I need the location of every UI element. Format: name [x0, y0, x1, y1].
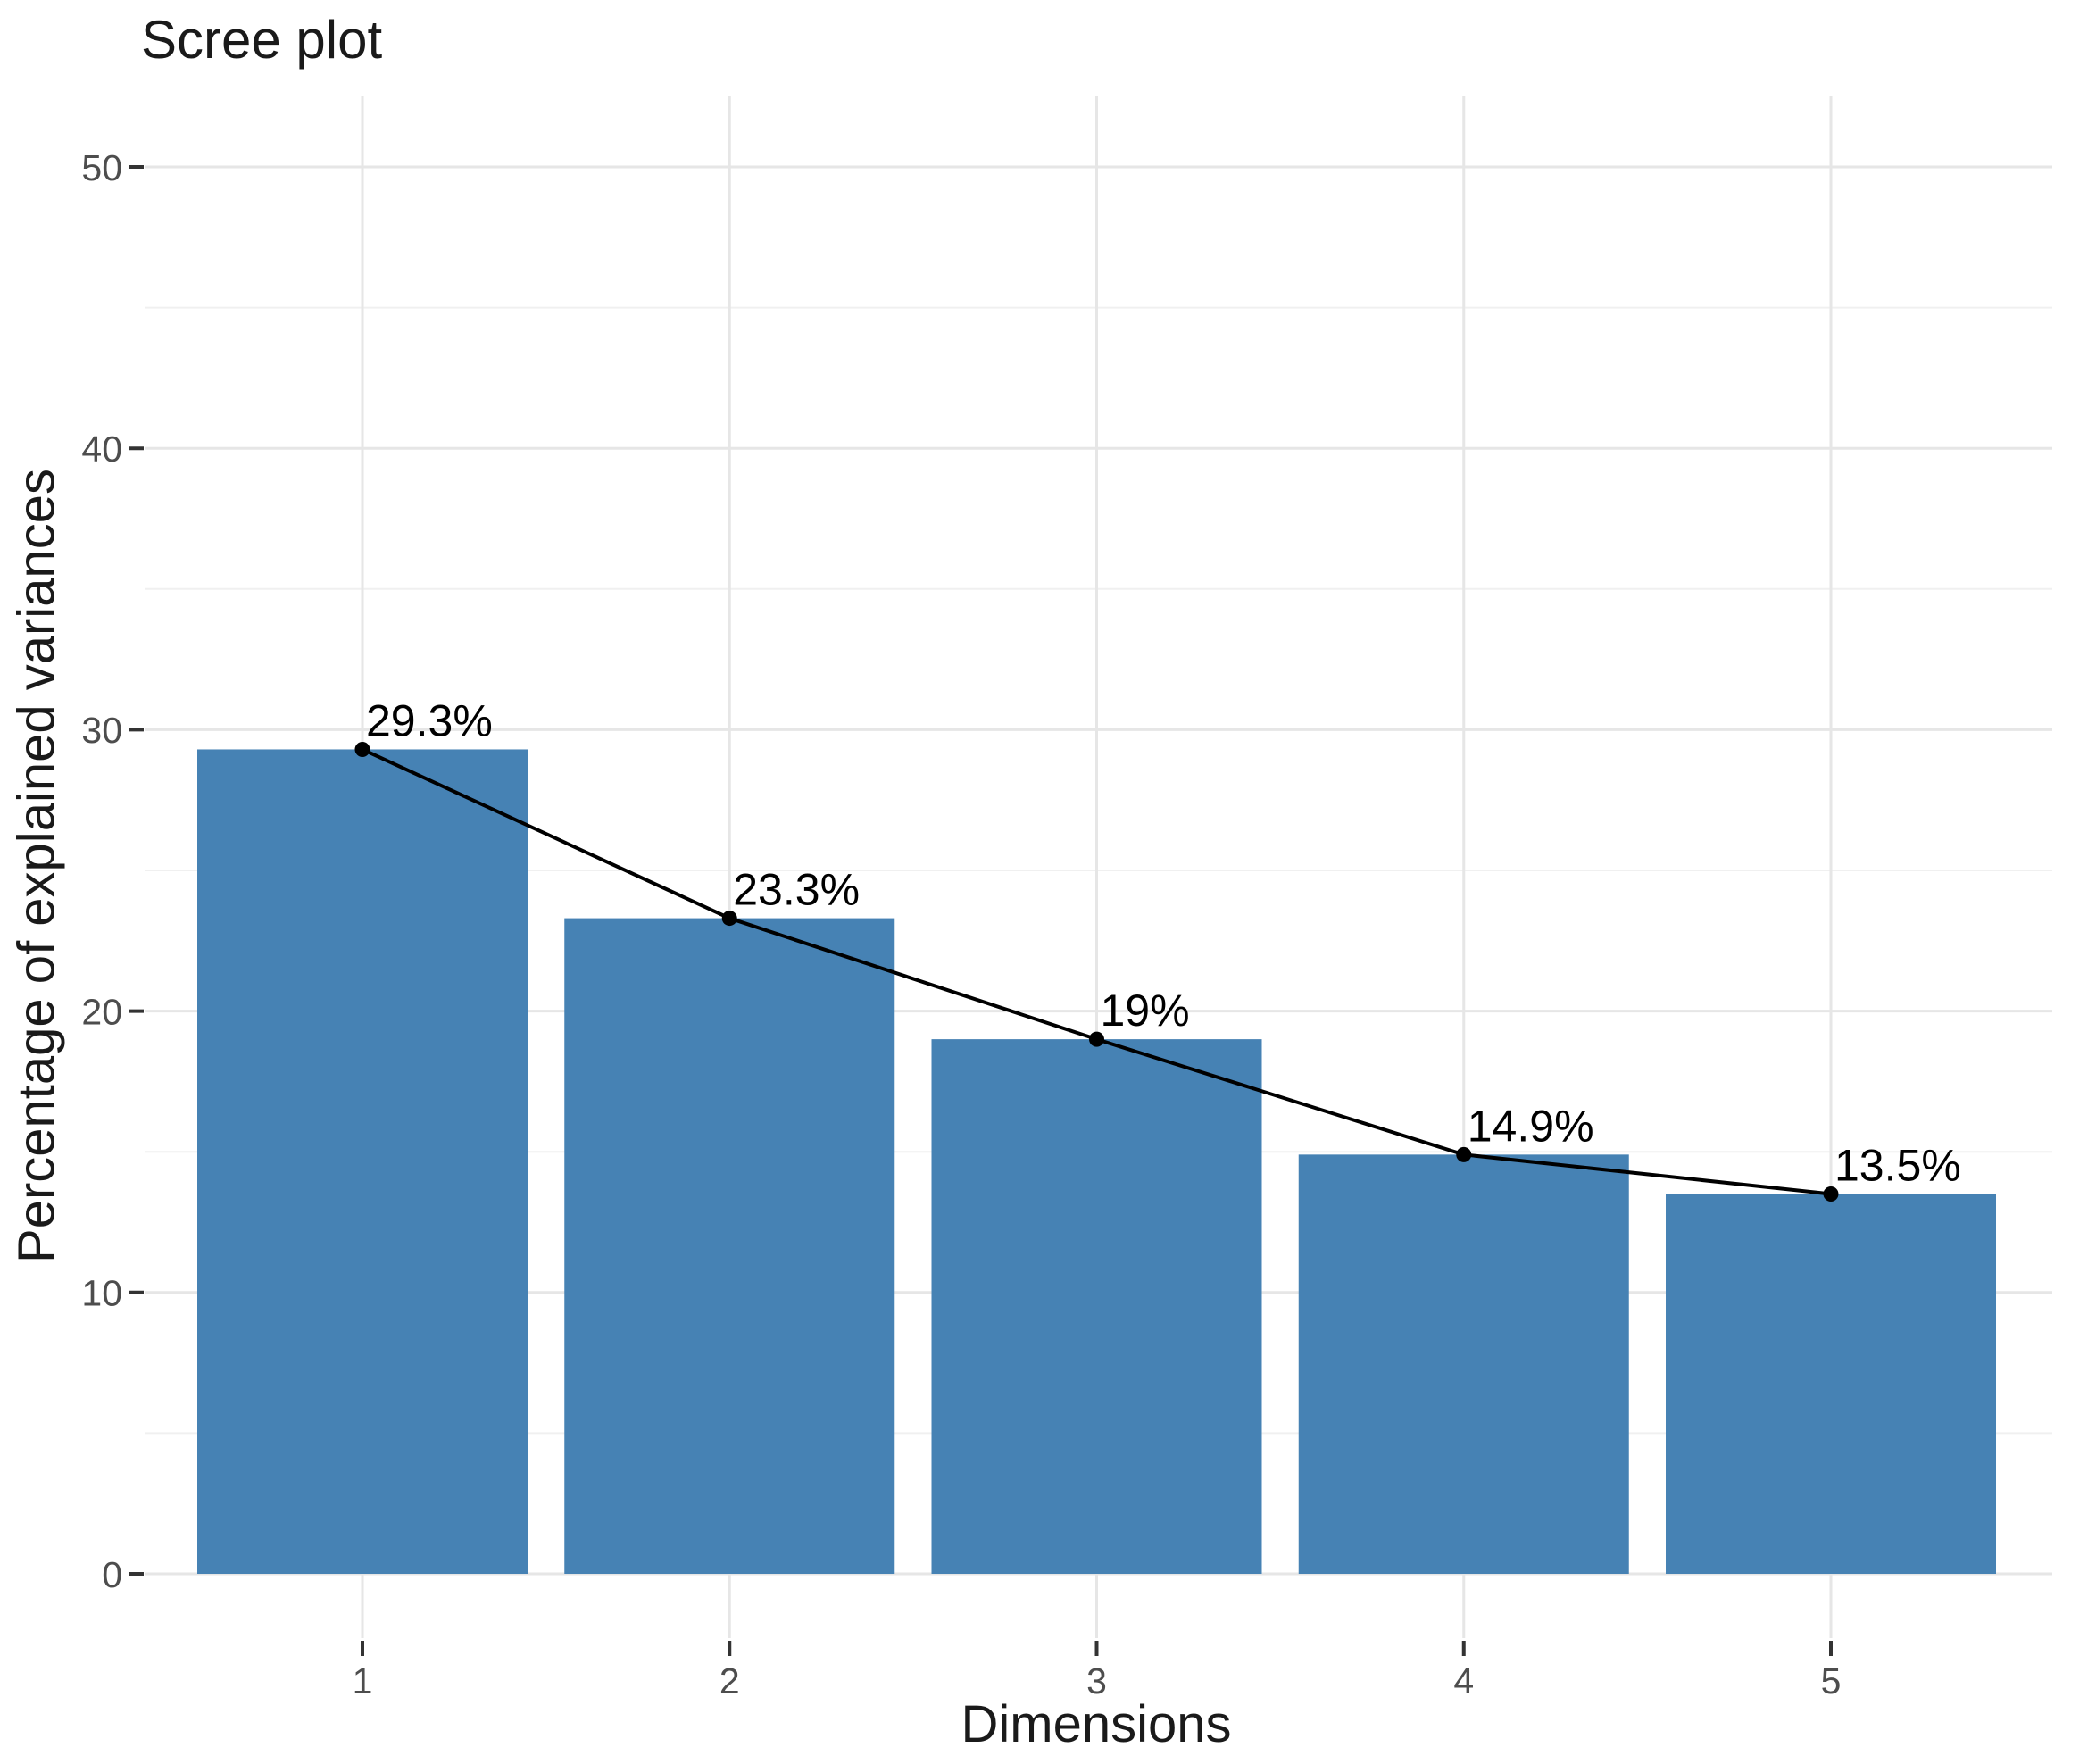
- y-tick-label-10: 10: [81, 1273, 122, 1314]
- value-label-1: 29.3%: [366, 695, 493, 745]
- variance-point-3: [1089, 1031, 1104, 1047]
- x-tick-label-2: 2: [719, 1660, 740, 1702]
- y-tick-label-30: 30: [81, 710, 122, 751]
- plot-title: Scree plot: [141, 10, 383, 70]
- variance-point-1: [354, 741, 370, 757]
- variance-point-2: [721, 911, 737, 927]
- value-label-5: 13.5%: [1834, 1140, 1961, 1190]
- x-tick-label-3: 3: [1086, 1660, 1107, 1702]
- value-label-3: 19%: [1101, 986, 1190, 1036]
- bar-dimension-5: [1666, 1194, 1996, 1574]
- y-tick-label-50: 50: [81, 147, 122, 188]
- y-tick-label-20: 20: [81, 991, 122, 1032]
- x-tick-label-4: 4: [1453, 1660, 1474, 1702]
- bar-dimension-2: [564, 918, 895, 1574]
- x-tick-label-1: 1: [353, 1660, 373, 1702]
- x-axis-title: Dimensions: [961, 1695, 1232, 1753]
- x-tick-label-5: 5: [1821, 1660, 1842, 1702]
- y-tick-label-0: 0: [102, 1554, 122, 1595]
- value-label-2: 23.3%: [733, 865, 860, 915]
- variance-point-5: [1823, 1186, 1839, 1202]
- y-tick-label-40: 40: [81, 429, 122, 470]
- value-label-4: 14.9%: [1468, 1101, 1594, 1151]
- bar-dimension-1: [197, 749, 528, 1574]
- bar-dimension-3: [931, 1039, 1262, 1574]
- bar-dimension-4: [1298, 1154, 1629, 1574]
- variance-point-4: [1456, 1146, 1472, 1162]
